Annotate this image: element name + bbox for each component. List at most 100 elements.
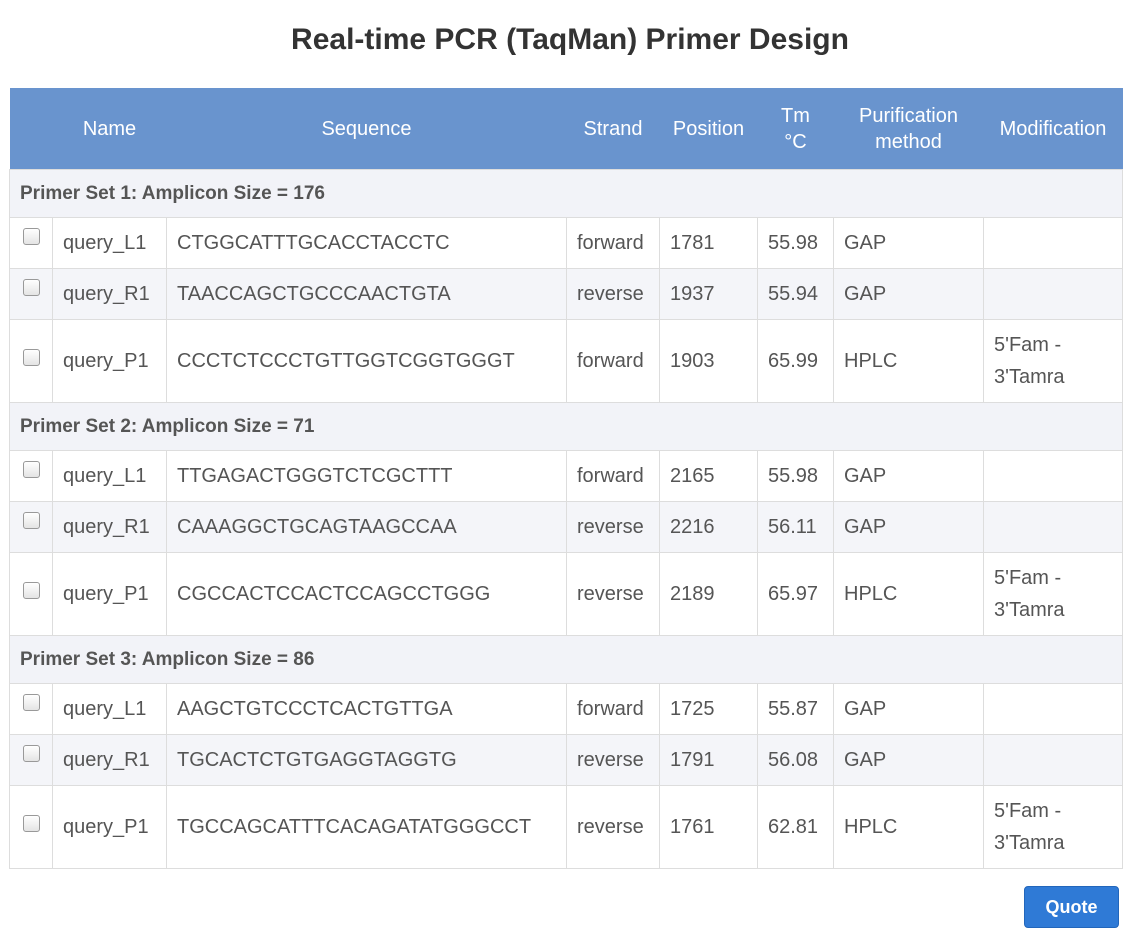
position-column-header: Position xyxy=(659,88,758,170)
primer-set-label: Primer Set 3: Amplicon Size = 86 xyxy=(9,635,1123,684)
primer-purification: HPLC xyxy=(833,552,984,636)
table-row: query_L1 TTGAGACTGGGTCTCGCTTT forward 21… xyxy=(9,450,1123,502)
primer-sequence: TTGAGACTGGGTCTCGCTTT xyxy=(166,450,567,502)
primer-strand: reverse xyxy=(566,552,660,636)
primer-strand: forward xyxy=(566,319,660,403)
primer-tm: 55.94 xyxy=(757,268,834,320)
table-header-row: Name Sequence Strand Position Tm °C Puri… xyxy=(9,88,1123,170)
primer-modification xyxy=(983,217,1123,269)
primer-position: 1791 xyxy=(659,734,758,786)
primer-position: 1781 xyxy=(659,217,758,269)
modification-line1: 5'Fam - xyxy=(994,567,1062,589)
primer-name: query_P1 xyxy=(52,552,167,636)
primer-sequence: CTGGCATTTGCACCTACCTC xyxy=(166,217,567,269)
primer-purification: HPLC xyxy=(833,319,984,403)
row-checkbox[interactable] xyxy=(22,279,40,297)
primer-tm: 56.11 xyxy=(757,501,834,553)
strand-column-header: Strand xyxy=(566,88,660,170)
table-row: query_L1 AAGCTGTCCCTCACTGTTGA forward 17… xyxy=(9,683,1123,735)
primer-tm: 55.98 xyxy=(757,217,834,269)
primer-modification xyxy=(983,268,1123,320)
primer-sequence: CGCCACTCCACTCCAGCCTGGG xyxy=(166,552,567,636)
primer-sequence: TGCACTCTGTGAGGTAGGTG xyxy=(166,734,567,786)
primer-sequence: AAGCTGTCCCTCACTGTTGA xyxy=(166,683,567,735)
purification-header-line1: Purification xyxy=(859,104,958,127)
primer-sequence: TAACCAGCTGCCCAACTGTA xyxy=(166,268,567,320)
primer-position: 2165 xyxy=(659,450,758,502)
primer-purification: GAP xyxy=(833,268,984,320)
primer-position: 1937 xyxy=(659,268,758,320)
table-row: query_R1 CAAAGGCTGCAGTAAGCCAA reverse 22… xyxy=(9,501,1123,553)
row-checkbox[interactable] xyxy=(22,512,40,530)
primer-strand: forward xyxy=(566,683,660,735)
primer-position: 2216 xyxy=(659,501,758,553)
primer-modification xyxy=(983,734,1123,786)
modification-line2: 3'Tamra xyxy=(994,366,1065,388)
primer-name: query_R1 xyxy=(52,501,167,553)
sequence-column-header: Sequence xyxy=(166,88,567,170)
primer-modification xyxy=(983,683,1123,735)
primer-name: query_L1 xyxy=(52,683,167,735)
row-checkbox[interactable] xyxy=(22,349,40,367)
primer-strand: reverse xyxy=(566,501,660,553)
primer-purification: GAP xyxy=(833,450,984,502)
primer-sequence: TGCCAGCATTTCACAGATATGGGCCT xyxy=(166,785,567,869)
primer-strand: reverse xyxy=(566,785,660,869)
modification-column-header: Modification xyxy=(983,88,1123,170)
primer-name: query_R1 xyxy=(52,734,167,786)
primer-position: 2189 xyxy=(659,552,758,636)
row-checkbox[interactable] xyxy=(22,815,40,833)
primer-set-row: Primer Set 1: Amplicon Size = 176 xyxy=(9,169,1123,218)
primer-tm: 65.97 xyxy=(757,552,834,636)
primer-name: query_L1 xyxy=(52,450,167,502)
primer-table: Name Sequence Strand Position Tm °C Puri… xyxy=(9,88,1123,869)
tm-column-header: Tm °C xyxy=(757,88,834,170)
primer-strand: forward xyxy=(566,217,660,269)
primer-set-row: Primer Set 2: Amplicon Size = 71 xyxy=(9,402,1123,451)
modification-line2: 3'Tamra xyxy=(994,832,1065,854)
select-column-header xyxy=(9,88,53,170)
tm-header-line2: °C xyxy=(784,130,807,153)
table-row: query_R1 TGCACTCTGTGAGGTAGGTG reverse 17… xyxy=(9,734,1123,786)
primer-set-label: Primer Set 1: Amplicon Size = 176 xyxy=(9,169,1123,218)
primer-tm: 65.99 xyxy=(757,319,834,403)
table-row: query_P1 TGCCAGCATTTCACAGATATGGGCCT reve… xyxy=(9,785,1123,869)
row-checkbox[interactable] xyxy=(22,582,40,600)
row-checkbox[interactable] xyxy=(22,228,40,246)
purification-column-header: Purification method xyxy=(833,88,984,170)
primer-set-row: Primer Set 3: Amplicon Size = 86 xyxy=(9,635,1123,684)
primer-sequence: CCCTCTCCCTGTTGGTCGGTGGGT xyxy=(166,319,567,403)
primer-position: 1725 xyxy=(659,683,758,735)
modification-line2: 3'Tamra xyxy=(994,599,1065,621)
primer-name: query_P1 xyxy=(52,785,167,869)
primer-position: 1761 xyxy=(659,785,758,869)
name-column-header: Name xyxy=(52,88,167,170)
table-row: query_R1 TAACCAGCTGCCCAACTGTA reverse 19… xyxy=(9,268,1123,320)
primer-tm: 56.08 xyxy=(757,734,834,786)
quote-button[interactable]: Quote xyxy=(1024,886,1119,928)
row-checkbox[interactable] xyxy=(22,461,40,479)
primer-purification: GAP xyxy=(833,501,984,553)
primer-modification xyxy=(983,501,1123,553)
primer-modification: 5'Fam - 3'Tamra xyxy=(983,785,1123,869)
primer-purification: GAP xyxy=(833,683,984,735)
row-checkbox[interactable] xyxy=(22,694,40,712)
primer-strand: reverse xyxy=(566,734,660,786)
table-row: query_P1 CGCCACTCCACTCCAGCCTGGG reverse … xyxy=(9,552,1123,636)
purification-header-line2: method xyxy=(875,130,942,153)
primer-position: 1903 xyxy=(659,319,758,403)
primer-tm: 62.81 xyxy=(757,785,834,869)
primer-modification xyxy=(983,450,1123,502)
page-title: Real-time PCR (TaqMan) Primer Design xyxy=(291,23,849,56)
row-checkbox[interactable] xyxy=(22,745,40,763)
primer-name: query_L1 xyxy=(52,217,167,269)
tm-header-line1: Tm xyxy=(781,104,810,127)
primer-name: query_R1 xyxy=(52,268,167,320)
modification-line1: 5'Fam - xyxy=(994,800,1062,822)
primer-tm: 55.87 xyxy=(757,683,834,735)
primer-name: query_P1 xyxy=(52,319,167,403)
primer-purification: HPLC xyxy=(833,785,984,869)
table-row: query_P1 CCCTCTCCCTGTTGGTCGGTGGGT forwar… xyxy=(9,319,1123,403)
modification-line1: 5'Fam - xyxy=(994,334,1062,356)
primer-strand: forward xyxy=(566,450,660,502)
